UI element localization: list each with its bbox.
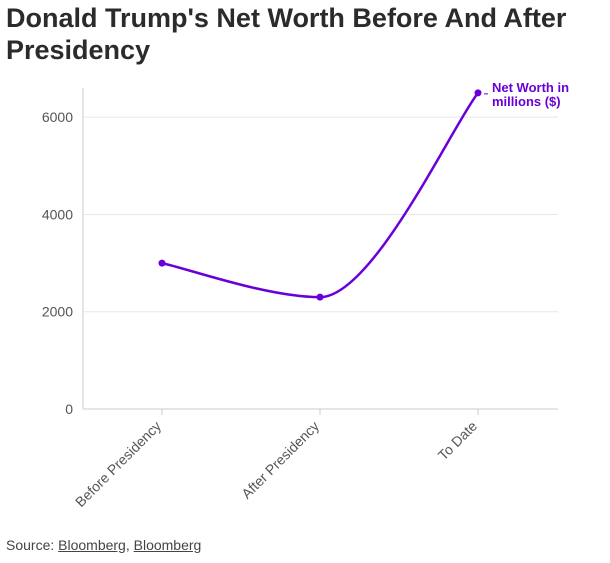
series-group: Net Worth in millions ($) <box>158 80 569 301</box>
source-prefix: Source: <box>6 537 55 553</box>
x-axis-ticks: Before Presidency After Presidency To Date <box>72 409 480 510</box>
x-tick-label: Before Presidency <box>72 418 164 510</box>
data-point <box>158 259 166 267</box>
line-chart: 0 2000 4000 6000 Before Presidency After Pre… <box>42 80 569 510</box>
gridlines <box>82 88 558 410</box>
chart-title: Donald Trump's Net Worth Before And Afte… <box>6 3 567 65</box>
y-tick-label: 4000 <box>42 206 73 222</box>
y-tick-label: 6000 <box>42 109 73 125</box>
series-label-line: millions ($) <box>492 94 561 109</box>
series-label: Net Worth in millions ($) <box>492 80 569 109</box>
x-tick-label: After Presidency <box>238 418 322 502</box>
series-label-line: Net Worth in <box>492 80 569 95</box>
source-link-1[interactable]: Bloomberg <box>58 537 126 553</box>
data-point <box>316 293 324 301</box>
x-tick-label: To Date <box>435 418 481 464</box>
data-point <box>474 89 482 97</box>
source-link-2[interactable]: Bloomberg <box>133 537 202 553</box>
y-tick-label: 2000 <box>42 304 73 320</box>
y-tick-label: 0 <box>65 401 73 417</box>
y-axis-ticks: 0 2000 4000 6000 <box>42 109 73 417</box>
series-line <box>161 92 479 299</box>
source-note: Source: Bloomberg, Bloomberg <box>6 537 202 553</box>
